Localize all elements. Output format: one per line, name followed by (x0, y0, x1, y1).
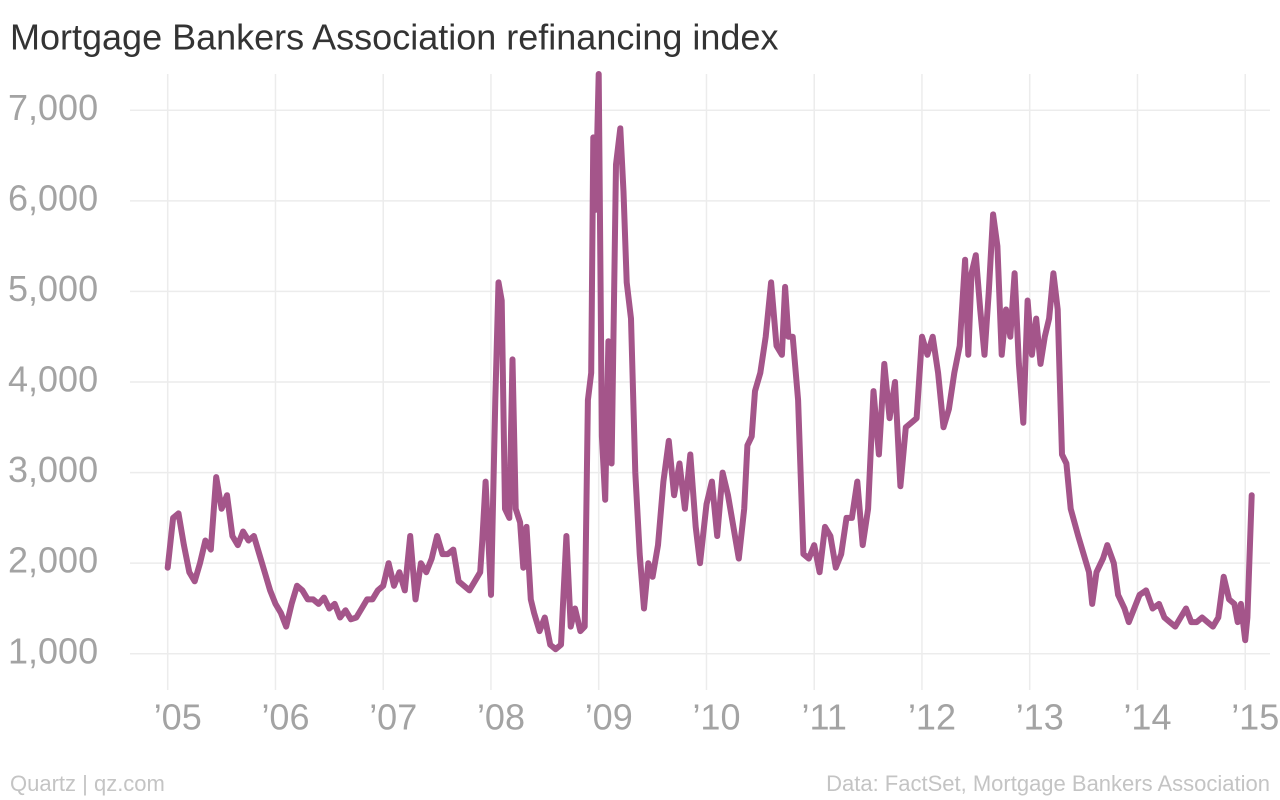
x-tick-label: ’15 (1231, 697, 1279, 738)
x-tick-label: ’12 (908, 697, 956, 738)
x-tick-label: ’13 (1016, 697, 1064, 738)
y-tick-label: 3,000 (8, 449, 98, 490)
x-tick-label: ’14 (1123, 697, 1171, 738)
y-tick-label: 4,000 (8, 359, 98, 400)
y-tick-label: 2,000 (8, 540, 98, 581)
x-tick-label: ’10 (692, 697, 740, 738)
credit: Quartz | qz.com (10, 771, 165, 796)
y-tick-label: 7,000 (8, 87, 98, 128)
y-tick-label: 6,000 (8, 177, 98, 218)
x-tick-label: ’08 (477, 697, 525, 738)
chart-title: Mortgage Bankers Association refinancing… (10, 17, 778, 58)
x-tick-label: ’09 (585, 697, 633, 738)
y-tick-label: 1,000 (8, 630, 98, 671)
x-tick-label: ’06 (261, 697, 309, 738)
line (164, 71, 1255, 653)
x-tick-label: ’11 (802, 697, 847, 738)
source: Data: FactSet, Mortgage Bankers Associat… (826, 771, 1270, 796)
y-tick-label: 5,000 (8, 268, 98, 309)
x-tick-label: ’07 (369, 697, 417, 738)
x-tick-label: ’05 (154, 697, 202, 738)
